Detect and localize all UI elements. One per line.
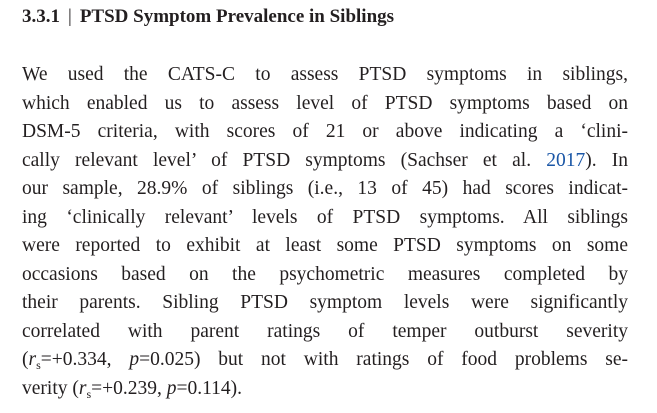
text: ing ‘clinically relevant’ levels of PTSD… [22, 206, 628, 228]
text: =+0.334, [40, 349, 130, 370]
subscript: s [36, 358, 41, 372]
symbol: p [129, 349, 140, 370]
symbol: p [166, 377, 177, 399]
section-number: 3.3.1 [22, 6, 60, 27]
text: We used the CATS-C to assess PTSD sympto… [22, 64, 628, 85]
separator: | [68, 6, 72, 27]
text-line: DSM-5 criteria, with scores of 21 or abo… [22, 118, 628, 147]
text-line: verity (rs=+0.239, p=0.114). [22, 375, 628, 404]
text: =+0.239, [91, 377, 167, 399]
text: correlated with parent ratings of temper… [22, 320, 628, 342]
section-heading: 3.3.1 | PTSD Symptom Prevalence in Sibling… [22, 6, 394, 28]
section-title: PTSD Symptom Prevalence in Siblings [79, 6, 395, 27]
text-line: were reported to exhibit at least some P… [22, 232, 628, 261]
text: =0.025) but not with ratings of food pro… [139, 349, 628, 370]
text-line: correlated with parent ratings of temper… [22, 318, 628, 347]
subscript: s [86, 386, 92, 401]
text: verity ( [22, 377, 79, 399]
text-line: their parents. Sibling PTSD symptom leve… [22, 289, 628, 318]
text: cally relevant level’ of PTSD symptoms (… [22, 149, 547, 171]
text: our sample, 28.9% of siblings (i.e., 13 … [22, 178, 628, 199]
text: were reported to exhibit at least some P… [22, 235, 628, 256]
text-line: (rs=+0.334, p=0.025) but not with rating… [22, 346, 628, 375]
text: =0.114). [176, 377, 243, 399]
text: ). In [585, 149, 628, 171]
paragraph: We used the CATS-C to assess PTSD sympto… [22, 61, 628, 403]
text-line: our sample, 28.9% of siblings (i.e., 13 … [22, 175, 628, 204]
text: their parents. Sibling PTSD symptom leve… [22, 292, 628, 313]
symbol: r [28, 349, 37, 370]
text: ( [22, 349, 29, 370]
citation-link[interactable]: 2017 [546, 149, 586, 171]
text-line: cally relevant level’ of PTSD symptoms (… [22, 147, 628, 176]
text: occasions based on the psychometric meas… [22, 263, 628, 285]
text: which enabled us to assess level of PTSD… [22, 92, 628, 114]
text-line: which enabled us to assess level of PTSD… [22, 90, 628, 119]
text-line: occasions based on the psychometric meas… [22, 261, 628, 290]
symbol: r [78, 377, 87, 399]
text: DSM-5 criteria, with scores of 21 or abo… [22, 121, 628, 142]
text-line: We used the CATS-C to assess PTSD sympto… [22, 61, 628, 90]
text-line: ing ‘clinically relevant’ levels of PTSD… [22, 204, 628, 233]
